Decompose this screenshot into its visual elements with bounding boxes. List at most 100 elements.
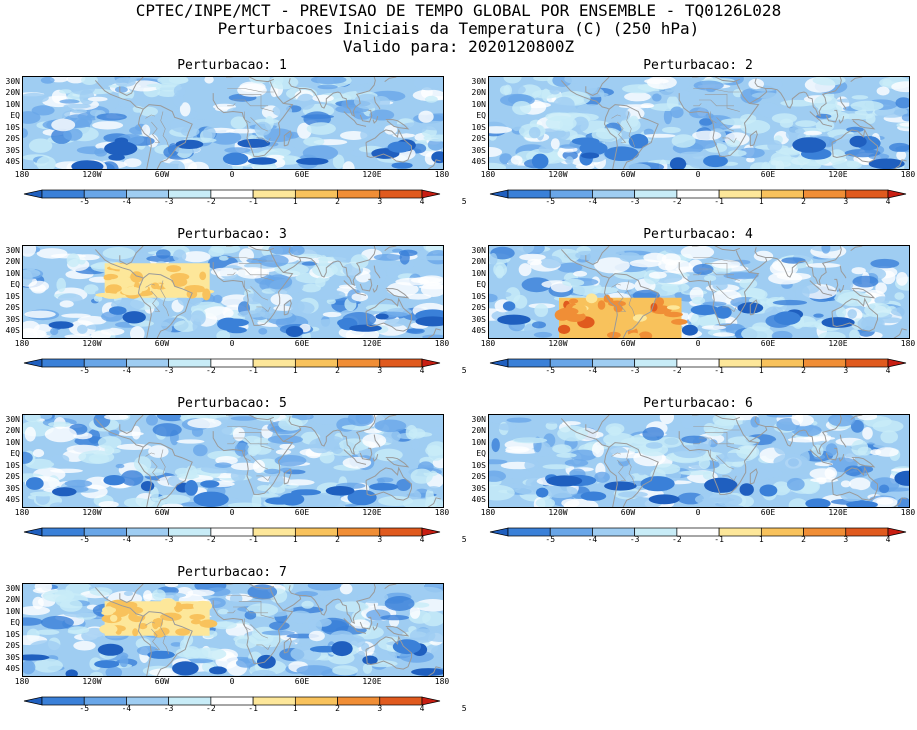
lat-label: 10N xyxy=(5,268,20,278)
lat-label: 30S xyxy=(471,145,486,155)
lat-label: 10S xyxy=(471,291,486,301)
colorbar-tick-label: -2 xyxy=(672,366,682,375)
lon-label: 180 xyxy=(480,508,496,517)
lat-label: 20N xyxy=(471,88,486,98)
lat-label: 10S xyxy=(5,629,20,639)
lat-label: 20N xyxy=(471,257,486,267)
lon-label: 180 xyxy=(434,339,450,348)
lat-label: 30N xyxy=(5,76,20,86)
colorbar-tick-label: 2 xyxy=(335,197,340,206)
lat-label: 10N xyxy=(471,99,486,109)
lat-label: 30S xyxy=(471,314,486,324)
lon-label: 0 xyxy=(229,677,235,686)
colorbar-tick-label: 2 xyxy=(335,535,340,544)
colorbar-arrow-left xyxy=(23,358,43,368)
colorbar-tick-label: 5 xyxy=(461,366,467,375)
lat-label: 30N xyxy=(471,414,486,424)
colorbar-tick-label: -3 xyxy=(163,704,174,713)
lat-label: 30N xyxy=(5,583,20,593)
colorbar-tick-label: 1 xyxy=(758,535,764,544)
lon-label: 180 xyxy=(900,508,916,517)
panel-title: Perturbacao: 5 xyxy=(177,396,287,411)
lon-label: 120W xyxy=(82,508,102,517)
lat-label: 20S xyxy=(5,303,20,313)
lat-label: 10N xyxy=(471,268,486,278)
lat-label: 40S xyxy=(5,326,20,336)
temperature-map xyxy=(22,414,444,508)
lon-label: 120E xyxy=(362,677,382,686)
lat-label: EQ xyxy=(476,449,486,459)
colorbar-tick-label: -1 xyxy=(248,704,258,713)
colorbar-tick-label: -4 xyxy=(587,197,598,206)
colorbar-tick-label: -3 xyxy=(163,197,174,206)
lat-label: EQ xyxy=(10,280,20,290)
lon-label: 120E xyxy=(362,508,382,517)
lon-label: 180 xyxy=(14,508,30,517)
lat-label: 10N xyxy=(471,437,486,447)
lat-label: 30N xyxy=(5,414,20,424)
lon-label: 120E xyxy=(828,339,848,348)
lat-label: 10N xyxy=(5,99,20,109)
colorbar-tick-label: -5 xyxy=(79,197,90,206)
lon-label: 60W xyxy=(154,508,170,517)
lat-label: 30N xyxy=(5,245,20,255)
colorbar-tick-label: -1 xyxy=(248,535,258,544)
lon-label: 60E xyxy=(760,508,776,517)
colorbar-tick-label: 4 xyxy=(885,535,891,544)
colorbar-tick-label: -4 xyxy=(587,535,598,544)
colorbar-tick-label: -2 xyxy=(672,197,682,206)
colorbar-tick-label: -2 xyxy=(672,535,682,544)
temperature-map xyxy=(22,245,444,339)
header-line-1: CPTEC/INPE/MCT - PREVISAO DE TEMPO GLOBA… xyxy=(135,1,782,20)
lat-label: 20S xyxy=(5,641,20,651)
colorbar-arrow-left xyxy=(489,527,509,537)
colorbar-arrow-right xyxy=(421,696,441,706)
panel-title: Perturbacao: 7 xyxy=(177,565,287,580)
lon-label: 180 xyxy=(900,339,916,348)
colorbar-tick-label: 2 xyxy=(801,366,806,375)
lat-label: 20N xyxy=(5,88,20,98)
lat-label: 10N xyxy=(5,606,20,616)
colorbar-tick-label: 3 xyxy=(843,535,849,544)
header-line-2: Perturbacoes Iniciais da Temperatura (C)… xyxy=(217,19,700,38)
lon-label: 60E xyxy=(760,339,776,348)
lon-label: 0 xyxy=(695,339,701,348)
lat-label: 40S xyxy=(471,326,486,336)
lon-label: 60W xyxy=(620,170,636,179)
colorbar-tick-label: -5 xyxy=(545,366,556,375)
lat-label: 40S xyxy=(5,664,20,674)
lon-label: 0 xyxy=(695,170,701,179)
panel-title: Perturbacao: 4 xyxy=(643,227,753,242)
colorbar-tick-label: 4 xyxy=(419,197,425,206)
colorbar-tick-label: -2 xyxy=(206,197,216,206)
colorbar-arrow-left xyxy=(23,696,43,706)
colorbar-tick-label: 2 xyxy=(801,197,806,206)
colorbar-tick-label: 1 xyxy=(292,704,298,713)
lon-label: 60E xyxy=(294,339,310,348)
lat-label: 10N xyxy=(5,437,20,447)
colorbar-tick-label: -3 xyxy=(629,197,640,206)
lon-label: 120W xyxy=(82,339,102,348)
lon-label: 0 xyxy=(695,508,701,517)
temperature-map xyxy=(22,583,444,677)
lat-label: 40S xyxy=(5,157,20,167)
lat-label: EQ xyxy=(10,449,20,459)
temperature-map xyxy=(488,245,910,339)
lat-label: 20N xyxy=(5,595,20,605)
lon-label: 180 xyxy=(434,170,450,179)
colorbar-tick-label: 1 xyxy=(292,197,298,206)
lon-label: 120W xyxy=(548,508,568,517)
colorbar-tick-label: -1 xyxy=(714,366,724,375)
lon-label: 180 xyxy=(14,677,30,686)
colorbar-arrow-right xyxy=(421,358,441,368)
colorbar-tick-label: 1 xyxy=(292,366,298,375)
lon-label: 60E xyxy=(294,677,310,686)
colorbar-tick-label: 4 xyxy=(419,366,425,375)
lat-label: 20S xyxy=(471,472,486,482)
colorbar-tick-label: 1 xyxy=(758,197,764,206)
colorbar-arrow-left xyxy=(23,189,43,199)
colorbar-tick-label: -5 xyxy=(79,366,90,375)
colorbar-tick-label: 1 xyxy=(758,366,764,375)
colorbar-tick-label: -5 xyxy=(545,197,556,206)
